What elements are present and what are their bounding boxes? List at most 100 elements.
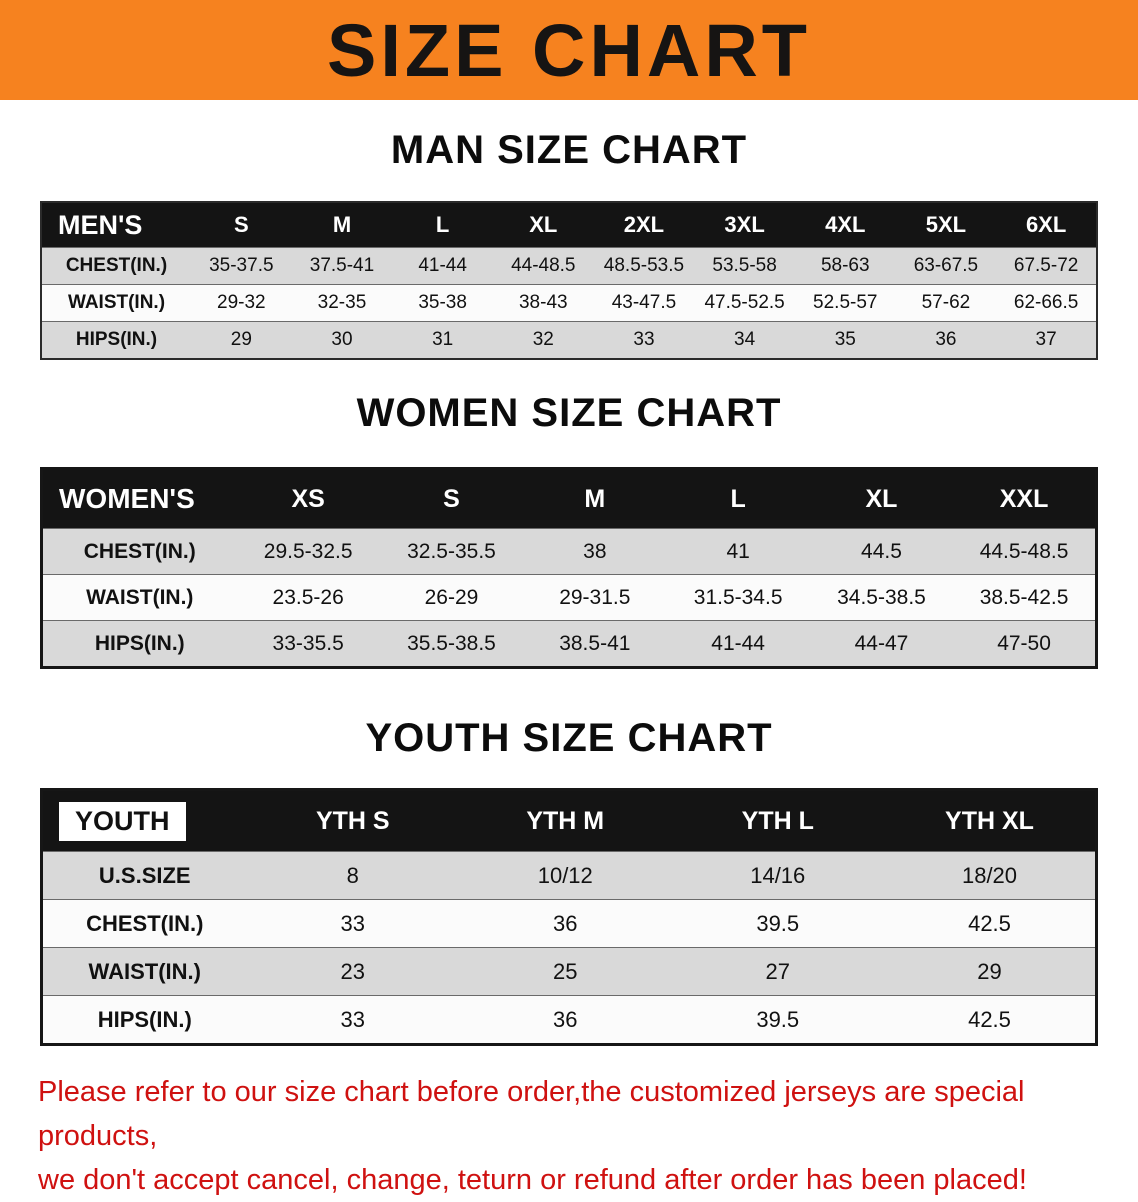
size-column-header: 5XL — [895, 202, 997, 248]
size-value-cell: 31 — [392, 321, 493, 359]
men-size-table: MEN'S S M L XL 2XL 3XL 4XL 5XL 6XL CHEST… — [40, 201, 1098, 360]
size-value-cell: 29.5-32.5 — [236, 528, 380, 575]
size-value-cell: 31.5-34.5 — [666, 574, 810, 621]
size-value-cell: 29 — [884, 947, 1097, 996]
table-row: WAIST(IN.) 29-32 32-35 35-38 38-43 43-47… — [41, 284, 1097, 322]
size-value-cell: 32-35 — [291, 284, 393, 322]
row-label: HIPS(IN.) — [41, 620, 237, 668]
size-value-cell: 36 — [459, 995, 672, 1045]
women-size-chart-heading: WOMEN SIZE CHART — [356, 391, 782, 435]
size-value-cell: 41 — [666, 528, 810, 575]
size-value-cell: 23.5-26 — [236, 574, 380, 621]
size-value-cell: 42.5 — [884, 899, 1097, 948]
table-row: WAIST(IN.) 23 25 27 29 — [41, 947, 1097, 996]
men-table-label: MEN'S — [41, 202, 191, 248]
size-column-header: S — [191, 202, 292, 248]
disclaimer-line-2: we don't accept cancel, change, teturn o… — [38, 1164, 1027, 1196]
size-value-cell: 35 — [794, 321, 896, 359]
man-size-chart-heading: MAN SIZE CHART — [390, 128, 748, 172]
row-label: WAIST(IN.) — [41, 947, 247, 996]
table-row: U.S.SIZE 8 10/12 14/16 18/20 — [41, 851, 1097, 900]
size-column-header: 2XL — [593, 202, 695, 248]
disclaimer-line-1: Please refer to our size chart before or… — [38, 1076, 1025, 1152]
size-chart-banner: SIZE CHART — [0, 0, 1138, 100]
size-value-cell: 32.5-35.5 — [379, 528, 524, 575]
row-label: CHEST(IN.) — [41, 247, 191, 285]
size-value-cell: 38.5-42.5 — [953, 574, 1097, 621]
table-row: HIPS(IN.) 33 36 39.5 42.5 — [41, 995, 1097, 1045]
size-value-cell: 42.5 — [884, 995, 1097, 1045]
size-value-cell: 47.5-52.5 — [694, 284, 795, 322]
size-value-cell: 53.5-58 — [694, 247, 795, 285]
size-value-cell: 44.5-48.5 — [953, 528, 1097, 575]
size-value-cell: 52.5-57 — [794, 284, 896, 322]
size-column-header: S — [379, 468, 524, 529]
size-value-cell: 58-63 — [794, 247, 896, 285]
size-column-header: 4XL — [794, 202, 896, 248]
youth-label-badge: YOUTH — [59, 801, 186, 841]
size-value-cell: 39.5 — [671, 995, 884, 1045]
size-value-cell: 8 — [246, 851, 459, 900]
size-value-cell: 38-43 — [492, 284, 594, 322]
size-value-cell: 44-47 — [809, 620, 954, 668]
size-value-cell: 33 — [246, 995, 459, 1045]
size-value-cell: 63-67.5 — [895, 247, 997, 285]
size-value-cell: 44.5 — [809, 528, 954, 575]
size-value-cell: 23 — [246, 947, 459, 996]
size-column-header: M — [523, 468, 667, 529]
size-value-cell: 38 — [523, 528, 667, 575]
size-value-cell: 39.5 — [671, 899, 884, 948]
size-value-cell: 33-35.5 — [236, 620, 380, 668]
table-row: WAIST(IN.) 23.5-26 26-29 29-31.5 31.5-34… — [41, 574, 1097, 621]
size-value-cell: 35.5-38.5 — [379, 620, 524, 668]
size-column-header: YTH M — [459, 789, 672, 852]
size-value-cell: 38.5-41 — [523, 620, 667, 668]
size-value-cell: 29-32 — [191, 284, 292, 322]
size-value-cell: 34.5-38.5 — [809, 574, 954, 621]
disclaimer-text: Please refer to our size chart before or… — [38, 1070, 1100, 1202]
size-chart-title: SIZE CHART — [327, 8, 811, 92]
row-label: CHEST(IN.) — [41, 899, 247, 948]
table-row: HIPS(IN.) 29 30 31 32 33 34 35 36 37 — [41, 321, 1097, 359]
size-value-cell: 36 — [459, 899, 672, 948]
size-column-header: XL — [809, 468, 954, 529]
table-row: CHEST(IN.) 35-37.5 37.5-41 41-44 44-48.5… — [41, 247, 1097, 285]
size-value-cell: 25 — [459, 947, 672, 996]
women-table-label: WOMEN'S — [41, 468, 237, 529]
row-label: CHEST(IN.) — [41, 528, 237, 575]
row-label: WAIST(IN.) — [41, 574, 237, 621]
youth-size-chart-heading: YOUTH SIZE CHART — [365, 716, 773, 760]
size-value-cell: 29 — [191, 321, 292, 359]
table-row: CHEST(IN.) 29.5-32.5 32.5-35.5 38 41 44.… — [41, 528, 1097, 575]
size-column-header: XXL — [953, 468, 1097, 529]
size-value-cell: 32 — [492, 321, 594, 359]
size-value-cell: 34 — [694, 321, 795, 359]
size-value-cell: 33 — [246, 899, 459, 948]
size-value-cell: 37 — [996, 321, 1097, 359]
size-column-header: L — [666, 468, 810, 529]
size-column-header: XS — [236, 468, 380, 529]
size-column-header: 6XL — [996, 202, 1097, 248]
size-value-cell: 30 — [291, 321, 393, 359]
size-value-cell: 62-66.5 — [996, 284, 1097, 322]
size-value-cell: 36 — [895, 321, 997, 359]
size-value-cell: 10/12 — [459, 851, 672, 900]
women-header-row: WOMEN'S XS S M L XL XXL — [41, 468, 1097, 529]
size-value-cell: 67.5-72 — [996, 247, 1097, 285]
size-column-header: M — [291, 202, 393, 248]
row-label: WAIST(IN.) — [41, 284, 191, 322]
men-header-row: MEN'S S M L XL 2XL 3XL 4XL 5XL 6XL — [41, 202, 1097, 248]
women-size-table: WOMEN'S XS S M L XL XXL CHEST(IN.) 29.5-… — [40, 467, 1098, 669]
size-value-cell: 48.5-53.5 — [593, 247, 695, 285]
size-value-cell: 44-48.5 — [492, 247, 594, 285]
size-column-header: L — [392, 202, 493, 248]
size-value-cell: 41-44 — [666, 620, 810, 668]
table-row: CHEST(IN.) 33 36 39.5 42.5 — [41, 899, 1097, 948]
size-value-cell: 57-62 — [895, 284, 997, 322]
size-value-cell: 47-50 — [953, 620, 1097, 668]
size-value-cell: 43-47.5 — [593, 284, 695, 322]
size-value-cell: 35-38 — [392, 284, 493, 322]
size-value-cell: 18/20 — [884, 851, 1097, 900]
row-label: HIPS(IN.) — [41, 995, 247, 1045]
size-column-header: 3XL — [694, 202, 795, 248]
